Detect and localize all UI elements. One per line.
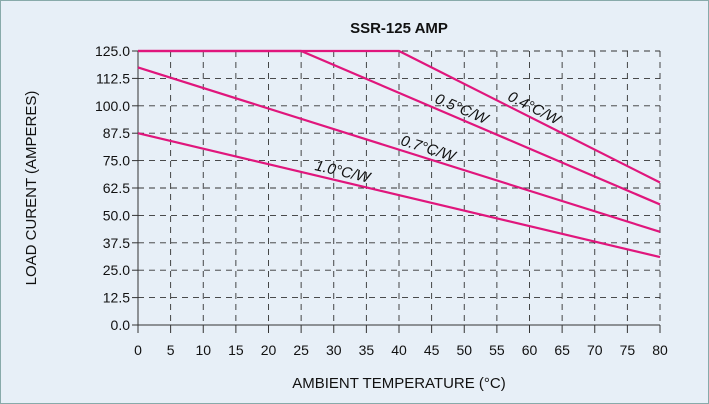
- y-tick-label: 62.5: [103, 180, 130, 196]
- line: [137, 132, 661, 259]
- x-tick-label: 20: [261, 342, 277, 358]
- x-tick-label: 75: [620, 342, 636, 358]
- x-tick-label: 15: [228, 342, 244, 358]
- y-tick-label: 25.0: [103, 262, 130, 278]
- chart-title: SSR-125 AMP: [350, 20, 448, 37]
- x-tick-label: 45: [424, 342, 440, 358]
- x-axis-label: AMBIENT TEMPERATURE (°C): [292, 375, 506, 392]
- y-tick-label: 125.0: [95, 43, 130, 59]
- y-tick-label: 12.5: [103, 290, 130, 306]
- y-tick-label: 87.5: [103, 125, 130, 141]
- x-tick-label: 0: [134, 342, 142, 358]
- line: [138, 49, 661, 206]
- y-tick-label: 50.0: [103, 207, 130, 223]
- x-tick-label: 70: [587, 342, 603, 358]
- x-tick-label: 40: [391, 342, 407, 358]
- x-tick-label: 65: [554, 342, 570, 358]
- x-tick-label: 30: [326, 342, 342, 358]
- x-tick-label: 35: [359, 342, 375, 358]
- x-tick-label: 55: [489, 342, 505, 358]
- line: [137, 66, 661, 233]
- y-tick-label: 112.5: [96, 70, 130, 86]
- y-tick-label: 37.5: [103, 235, 130, 251]
- x-tick-label: 60: [522, 342, 538, 358]
- x-tick-label: 5: [167, 342, 175, 358]
- x-tick-label: 50: [456, 342, 472, 358]
- y-tick-label: 0.0: [111, 317, 131, 333]
- y-tick-label: 75.0: [103, 153, 130, 169]
- y-axis-label: LOAD CURENT (AMPERES): [23, 91, 40, 286]
- x-tick-label: 10: [195, 342, 211, 358]
- y-tick-label: 100.0: [95, 98, 130, 114]
- x-tick-label: 80: [652, 342, 668, 358]
- x-tick-label: 25: [293, 342, 309, 358]
